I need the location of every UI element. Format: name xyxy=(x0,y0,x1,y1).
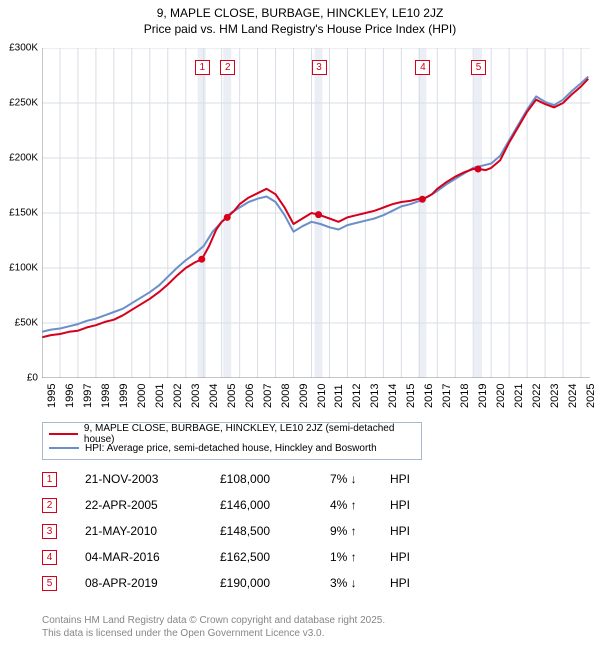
event-pct: 1% ↑ xyxy=(330,550,390,564)
y-tick-label: £250K xyxy=(9,98,38,109)
event-price: £148,500 xyxy=(220,524,330,538)
event-number: 5 xyxy=(42,576,57,591)
event-number: 4 xyxy=(42,550,57,565)
footer-attribution: Contains HM Land Registry data © Crown c… xyxy=(42,614,385,640)
x-tick-label: 1996 xyxy=(64,384,76,408)
y-tick-label: £150K xyxy=(9,208,38,219)
chart-title: 9, MAPLE CLOSE, BURBAGE, HINCKLEY, LE10 … xyxy=(0,0,600,37)
sale-event-row: 3 21-MAY-2010£148,5009% ↑HPI xyxy=(42,518,562,544)
x-tick-label: 2018 xyxy=(459,384,471,408)
event-marker: 3 xyxy=(312,60,327,75)
x-axis-labels: 1995 1996 1997 1998 1999 2000 2001 2002 2003 2004… xyxy=(42,378,590,418)
event-date: 21-MAY-2010 xyxy=(85,524,220,538)
y-tick-label: £300K xyxy=(9,43,38,54)
legend-swatch xyxy=(49,433,78,435)
event-marker: 5 xyxy=(471,60,486,75)
x-tick-label: 2019 xyxy=(477,384,489,408)
sale-event-row: 4 04-MAR-2016£162,5001% ↑HPI xyxy=(42,544,562,570)
chart-legend: 9, MAPLE CLOSE, BURBAGE, HINCKLEY, LE10 … xyxy=(42,422,422,460)
event-date: 21-NOV-2003 xyxy=(85,472,220,486)
x-tick-label: 2006 xyxy=(244,384,256,408)
x-tick-label: 2014 xyxy=(387,384,399,408)
event-marker: 2 xyxy=(220,60,235,75)
event-pct: 3% ↓ xyxy=(330,576,390,590)
event-price: £162,500 xyxy=(220,550,330,564)
chart-plot-area: 12 3 4 5 xyxy=(42,48,590,378)
x-tick-label: 2010 xyxy=(316,384,328,408)
footer-line1: Contains HM Land Registry data © Crown c… xyxy=(42,614,385,627)
event-tag: HPI xyxy=(390,524,420,538)
title-line1: 9, MAPLE CLOSE, BURBAGE, HINCKLEY, LE10 … xyxy=(0,6,600,22)
sale-event-row: 2 22-APR-2005£146,0004% ↑HPI xyxy=(42,492,562,518)
x-tick-label: 2007 xyxy=(262,384,274,408)
x-tick-label: 1999 xyxy=(118,384,130,408)
event-pct: 4% ↑ xyxy=(330,498,390,512)
x-tick-label: 2020 xyxy=(495,384,507,408)
x-tick-label: 1995 xyxy=(46,384,58,408)
x-tick-label: 2002 xyxy=(172,384,184,408)
event-tag: HPI xyxy=(390,550,420,564)
event-date: 08-APR-2019 xyxy=(85,576,220,590)
y-tick-label: £100K xyxy=(9,263,38,274)
x-tick-label: 2011 xyxy=(333,384,345,408)
x-tick-label: 2023 xyxy=(549,384,561,408)
event-number: 1 xyxy=(42,472,57,487)
y-axis-labels: £0£50K£100K£150K£200K£250K£300K xyxy=(0,48,40,378)
legend-swatch xyxy=(49,447,79,449)
event-price: £190,000 xyxy=(220,576,330,590)
x-tick-label: 1997 xyxy=(82,384,94,408)
x-tick-label: 2009 xyxy=(298,384,310,408)
event-tag: HPI xyxy=(390,472,420,486)
x-tick-label: 1998 xyxy=(100,384,112,408)
x-tick-label: 2013 xyxy=(369,384,381,408)
footer-line2: This data is licensed under the Open Gov… xyxy=(42,627,385,640)
x-tick-label: 2024 xyxy=(567,384,579,408)
event-pct: 7% ↓ xyxy=(330,472,390,486)
event-price: £108,000 xyxy=(220,472,330,486)
x-tick-label: 2000 xyxy=(136,384,148,408)
x-tick-label: 2015 xyxy=(405,384,417,408)
event-tag: HPI xyxy=(390,498,420,512)
x-tick-label: 2016 xyxy=(423,384,435,408)
x-tick-label: 2004 xyxy=(208,384,220,408)
legend-row: HPI: Average price, semi-detached house,… xyxy=(49,441,415,455)
y-tick-label: £0 xyxy=(27,373,38,384)
event-price: £146,000 xyxy=(220,498,330,512)
event-tag: HPI xyxy=(390,576,420,590)
y-tick-label: £200K xyxy=(9,153,38,164)
sale-event-row: 1 21-NOV-2003£108,0007% ↓HPI xyxy=(42,466,562,492)
event-marker: 1 xyxy=(195,60,210,75)
event-number: 2 xyxy=(42,498,57,513)
x-tick-label: 2001 xyxy=(154,384,166,408)
sale-event-row: 5 08-APR-2019£190,0003% ↓HPI xyxy=(42,570,562,596)
x-tick-label: 2008 xyxy=(280,384,292,408)
x-tick-label: 2025 xyxy=(585,384,597,408)
sales-events-table: 121-NOV-2003£108,0007% ↓HPI222-APR-2005£… xyxy=(42,466,562,596)
event-date: 04-MAR-2016 xyxy=(85,550,220,564)
x-tick-label: 2003 xyxy=(190,384,202,408)
x-tick-label: 2012 xyxy=(351,384,363,408)
title-line2: Price paid vs. HM Land Registry's House … xyxy=(0,22,600,38)
legend-row: 9, MAPLE CLOSE, BURBAGE, HINCKLEY, LE10 … xyxy=(49,427,415,441)
x-tick-label: 2022 xyxy=(531,384,543,408)
x-tick-label: 2005 xyxy=(226,384,238,408)
x-tick-label: 2021 xyxy=(513,384,525,408)
event-marker: 4 xyxy=(415,60,430,75)
legend-label: HPI: Average price, semi-detached house,… xyxy=(85,443,377,454)
x-tick-label: 2017 xyxy=(441,384,453,408)
event-pct: 9% ↑ xyxy=(330,524,390,538)
event-date: 22-APR-2005 xyxy=(85,498,220,512)
event-number: 3 xyxy=(42,524,57,539)
y-tick-label: £50K xyxy=(15,318,38,329)
